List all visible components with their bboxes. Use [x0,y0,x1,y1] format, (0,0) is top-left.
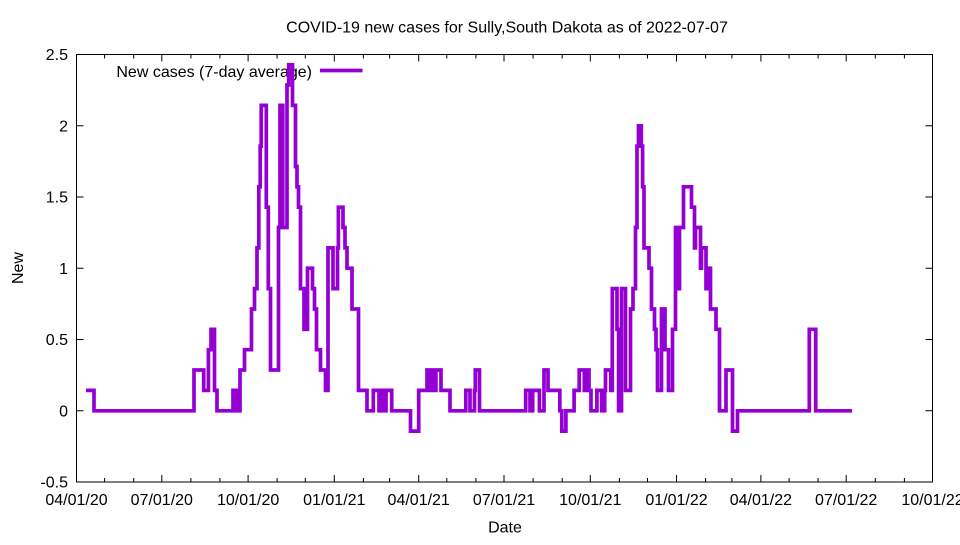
svg-text:04/01/22: 04/01/22 [730,492,792,509]
svg-text:2: 2 [59,118,68,135]
svg-text:07/01/21: 07/01/21 [473,492,535,509]
svg-text:Date: Date [488,520,522,537]
svg-text:New: New [10,252,27,284]
svg-text:1: 1 [59,261,68,278]
svg-text:New cases (7-day average): New cases (7-day average) [116,64,312,81]
svg-text:10/01/20: 10/01/20 [217,492,279,509]
svg-text:1.5: 1.5 [46,190,68,207]
svg-text:04/01/20: 04/01/20 [45,492,107,509]
svg-text:0.5: 0.5 [46,332,68,349]
svg-text:2.5: 2.5 [46,47,68,64]
svg-text:01/01/21: 01/01/21 [303,492,365,509]
svg-text:-0.5: -0.5 [40,475,68,492]
svg-text:10/01/22: 10/01/22 [901,492,960,509]
svg-text:COVID-19 new cases for Sully,S: COVID-19 new cases for Sully,South Dakot… [286,20,728,37]
svg-text:07/01/20: 07/01/20 [131,492,193,509]
svg-text:04/01/21: 04/01/21 [388,492,450,509]
svg-text:0: 0 [59,403,68,420]
svg-text:01/01/22: 01/01/22 [645,492,707,509]
svg-text:10/01/21: 10/01/21 [559,492,621,509]
svg-text:07/01/22: 07/01/22 [815,492,877,509]
